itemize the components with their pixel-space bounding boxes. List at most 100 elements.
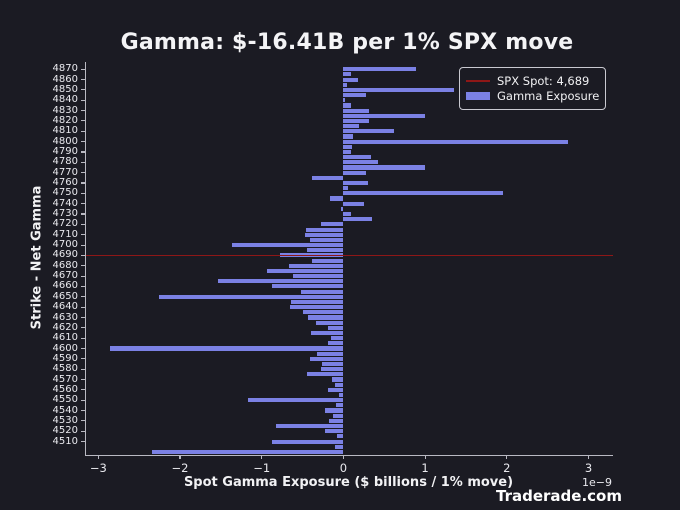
y-tick-label: 4820 [52,114,78,126]
gamma-bar-4770 [343,170,367,175]
gamma-bar-4855 [343,82,348,87]
gamma-bar-4635 [302,310,344,315]
y-tick-mark [81,275,85,277]
gamma-bar-4795 [343,144,352,149]
y-tick-label: 4760 [52,177,78,188]
gamma-bar-4640 [290,305,344,310]
y-tick-label: 4630 [52,311,78,323]
y-tick-label: 4640 [52,301,78,313]
gamma-bar-4870 [343,67,417,72]
y-tick-mark [81,89,85,91]
gamma-bar-4665 [218,279,344,284]
y-tick-mark [81,203,85,205]
spot-line-swatch-icon [466,80,490,82]
y-tick-label: 4790 [52,146,78,157]
x-tick-label: 2 [503,461,511,475]
gamma-bar-4615 [310,330,344,336]
x-tick-mark [342,455,344,459]
y-tick-mark [81,99,85,101]
y-tick-mark [81,409,85,412]
legend-gamma-label: Gamma Exposure [497,89,600,103]
gamma-bar-4700 [232,243,344,248]
y-tick-mark [81,151,85,153]
gamma-bar-4695 [307,248,344,253]
gamma-bar-4510 [271,439,344,444]
y-tick-mark [81,172,85,174]
y-tick-label: 4720 [52,218,78,230]
x-tick-mark [424,455,426,459]
gamma-bar-4590 [309,356,344,361]
gamma-bar-4765 [311,175,344,180]
x-tick-mark [506,455,508,459]
y-tick-label: 4750 [52,187,78,199]
y-tick-mark [81,192,85,194]
gamma-bar-4565 [335,382,344,387]
y-tick-mark [81,441,85,443]
x-axis-label: Spot Gamma Exposure ($ billions / 1% mov… [183,475,514,490]
y-tick-mark [81,337,85,339]
spx-spot-line [86,254,613,257]
gamma-bar-4850 [343,87,454,92]
gamma-bar-4605 [327,341,344,346]
gamma-bar-4670 [292,274,344,279]
gamma-bar-4650 [158,294,344,299]
gamma-bar-4610 [331,336,344,341]
y-tick-label: 4690 [52,249,78,261]
y-tick-label: 4680 [52,259,78,271]
y-tick-label: 4830 [52,104,78,116]
y-tick-label: 4870 [52,63,78,75]
gamma-bar-4800 [343,139,569,144]
x-tick-label: 1 [421,461,429,475]
y-tick-mark [81,347,85,350]
y-tick-mark [81,327,85,329]
gamma-bar-4785 [343,155,372,160]
gamma-bar-4810 [343,129,395,134]
gamma-bar-4620 [327,325,344,330]
gamma-bar-4710 [305,232,344,237]
gamma-bar-4825 [343,113,426,118]
y-tick-mark [81,358,85,360]
y-tick-label: 4660 [52,280,78,292]
gamma-bar-4740 [343,201,364,206]
legend-spot-label: SPX Spot: 4,689 [497,74,590,88]
y-tick-mark [81,182,85,184]
y-tick-mark [81,368,85,370]
y-tick-label: 4840 [52,94,78,106]
y-tick-label: 4610 [52,332,78,344]
x-tick-mark [261,455,263,459]
y-tick-label: 4530 [52,414,78,426]
gamma-bar-4600 [109,346,344,351]
y-tick-mark [81,161,85,163]
gamma-bar-4500 [152,449,344,454]
gamma-bar-4595 [317,351,344,356]
y-tick-label: 4770 [52,166,78,178]
gamma-bar-4720 [321,222,344,227]
y-tick-label: 4850 [52,83,78,95]
gamma-bar-4760 [343,180,368,186]
gamma-bar-4715 [305,227,344,232]
gamma-bar-4860 [343,77,359,82]
gamma-bar-4625 [315,320,344,325]
gamma-bar-4515 [336,434,344,439]
y-tick-mark [81,285,85,287]
y-tick-label: 4780 [52,156,78,168]
y-tick-mark [81,223,85,225]
plot-area: 4870 4860 4850 4840 4830 4820 4810 4800 4790 4780… [53,62,613,474]
x-tick-label: −3 [89,461,107,475]
gamma-bar-4520 [324,429,344,434]
gamma-bar-4725 [343,217,372,222]
x-tick-mark [179,455,181,459]
axis-offset-label: 1e−9 [582,476,612,489]
y-tick-mark [81,244,85,246]
y-tick-label: 4700 [52,239,78,251]
y-tick-mark [81,378,85,381]
y-tick-mark [81,430,85,432]
gamma-bar-4675 [266,268,344,273]
y-tick-mark [81,389,85,391]
gamma-bar-4780 [343,160,378,165]
gamma-bar-4530 [328,418,344,423]
y-tick-mark [81,234,85,236]
y-tick-mark [81,420,85,422]
gamma-bar-4820 [343,118,370,124]
